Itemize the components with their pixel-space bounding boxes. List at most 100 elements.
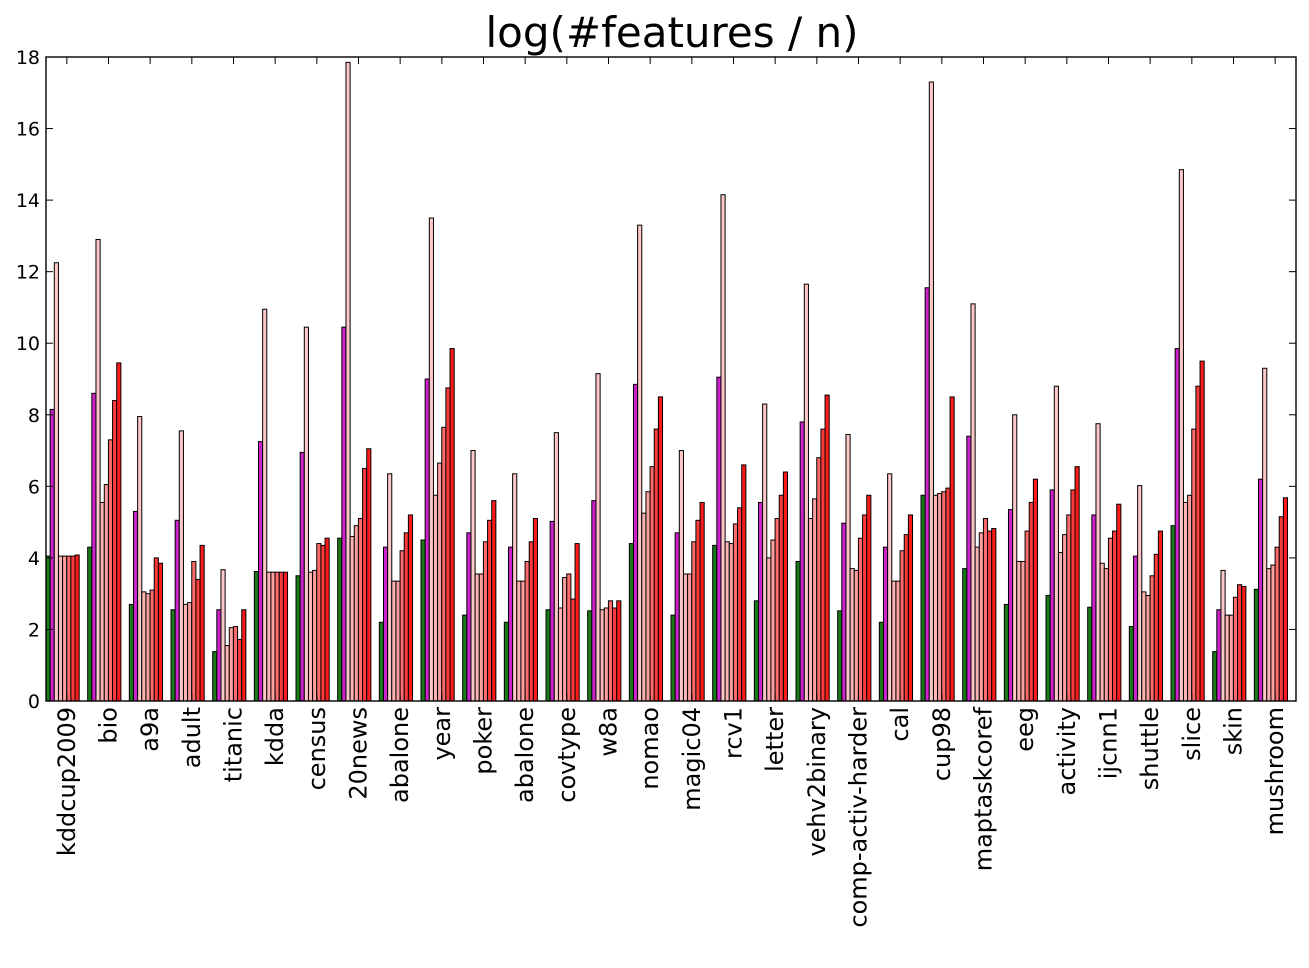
x-tick-label: letter (761, 707, 789, 772)
bar-kddcup2009-s2 (53, 262, 59, 702)
bar-skin-s1 (1216, 609, 1222, 702)
bar-rcv1-s3 (724, 541, 730, 702)
bar-rcv1-s7 (741, 464, 747, 702)
x-tick-label: comp-activ-harder (845, 707, 873, 928)
bar-year-s1 (424, 378, 430, 702)
bar-activity-s5 (1066, 514, 1072, 702)
bar-kdda-s4 (270, 571, 276, 702)
bar-year-s2 (428, 217, 434, 702)
bar-adult-s1 (174, 519, 180, 702)
bar-vehv2binary-s0 (795, 560, 801, 702)
bar-comp-activ-harder-s7 (866, 494, 872, 702)
bar-activity-s1 (1049, 489, 1055, 702)
bar-covtype-s5 (566, 573, 572, 702)
bar-20news-s3 (349, 535, 355, 702)
bar-a9a-s4 (145, 593, 151, 702)
bar-skin-s2 (1220, 569, 1226, 702)
bar-w8a-s3 (599, 609, 605, 702)
bar-adult-s3 (182, 603, 189, 702)
x-tick-label: titanic (220, 707, 248, 782)
bar-titanic-s0 (212, 651, 218, 702)
bar-ijcnn1-s0 (1087, 606, 1093, 702)
bar-letter-s7 (782, 471, 789, 702)
bar-cal-s6 (903, 534, 909, 702)
x-tick-label: abalone (386, 707, 414, 803)
x-tick-label: slice (1178, 707, 1206, 761)
bar-census-s4 (312, 569, 318, 702)
y-tick-label: 18 (16, 47, 40, 69)
bar-ijcnn1-s6 (1112, 530, 1118, 702)
bar-letter-s2 (762, 403, 768, 702)
bar-covtype-s0 (545, 609, 551, 702)
bar-skin-s4 (1228, 614, 1234, 702)
x-tick-label: covtype (553, 707, 581, 803)
bar-kddcup2009-s3 (57, 555, 64, 702)
bar-cup98-s2 (928, 81, 934, 702)
bar-abalone-s5 (524, 560, 530, 702)
bar-letter-s4 (770, 539, 776, 702)
bar-census-s1 (299, 451, 305, 702)
bar-titanic-s5 (232, 626, 239, 702)
bar-shuttle-s3 (1141, 591, 1147, 702)
bar-rcv1-s2 (720, 194, 726, 702)
bar-adult-s4 (187, 602, 193, 702)
bar-eeg-s7 (1032, 478, 1039, 702)
bar-activity-s2 (1053, 385, 1059, 702)
bar-activity-s3 (1057, 552, 1064, 702)
bar-covtype-s1 (549, 520, 555, 702)
bar-maptaskcoref-s6 (987, 530, 993, 702)
bar-abalone-s3 (516, 580, 522, 702)
x-tick-label: kddcup2009 (53, 707, 81, 856)
x-tick-label: maptaskcoref (970, 706, 998, 871)
bar-vehv2binary-s4 (812, 498, 818, 702)
bar-comp-activ-harder-s0 (837, 610, 843, 702)
bar-activity-s6 (1070, 489, 1076, 702)
bar-nomao-s4 (645, 491, 651, 702)
bar-a9a-s7 (157, 562, 164, 702)
bar-cal-s3 (891, 580, 897, 702)
bar-bio-s2 (95, 238, 101, 702)
bar-abalone-s7 (407, 514, 414, 702)
bar-abalone-s0 (378, 621, 384, 702)
bar-mushroom-s3 (1266, 568, 1272, 702)
bar-slice-s7 (1199, 360, 1205, 702)
bar-a9a-s0 (128, 603, 134, 702)
plot-frame (45, 56, 1297, 702)
bar-w8a-s1 (591, 500, 597, 702)
bar-ijcnn1-s7 (1116, 503, 1122, 702)
bar-comp-activ-harder-s6 (862, 514, 868, 702)
bar-adult-s2 (178, 430, 184, 702)
bar-kdda-s1 (257, 441, 264, 702)
bar-eeg-s3 (1016, 560, 1022, 702)
x-tick-label: vehv2binary (803, 707, 831, 857)
bar-w8a-s5 (607, 600, 614, 702)
bar-nomao-s2 (637, 224, 643, 702)
y-tick-label: 4 (28, 548, 40, 570)
bar-abalone-s7 (532, 518, 539, 702)
bar-ijcnn1-s4 (1103, 568, 1109, 702)
bar-abalone-s4 (395, 580, 401, 702)
bar-cal-s0 (878, 621, 884, 702)
bar-poker-s1 (466, 532, 472, 702)
bar-poker-s7 (491, 500, 497, 702)
bar-20news-s7 (366, 448, 372, 702)
y-tick-label: 8 (28, 405, 40, 427)
x-tick-label: bio (95, 707, 123, 744)
bar-slice-s5 (1191, 428, 1197, 702)
bar-adult-s6 (195, 578, 201, 702)
bar-w8a-s4 (603, 607, 609, 702)
bar-maptaskcoref-s2 (970, 303, 976, 702)
bar-eeg-s4 (1020, 560, 1026, 702)
bar-abalone-s6 (403, 532, 409, 702)
bar-activity-s0 (1045, 594, 1051, 702)
bar-kddcup2009-s5 (66, 555, 72, 702)
bar-shuttle-s5 (1149, 575, 1155, 702)
bar-maptaskcoref-s0 (962, 568, 968, 702)
bar-cup98-s6 (945, 487, 951, 702)
bar-cup98-s5 (941, 491, 947, 702)
bar-abalone-s2 (512, 473, 518, 702)
bar-comp-activ-harder-s1 (841, 522, 847, 702)
bar-magic04-s6 (695, 519, 701, 702)
bar-kdda-s0 (253, 570, 259, 702)
bar-kdda-s5 (274, 571, 280, 702)
